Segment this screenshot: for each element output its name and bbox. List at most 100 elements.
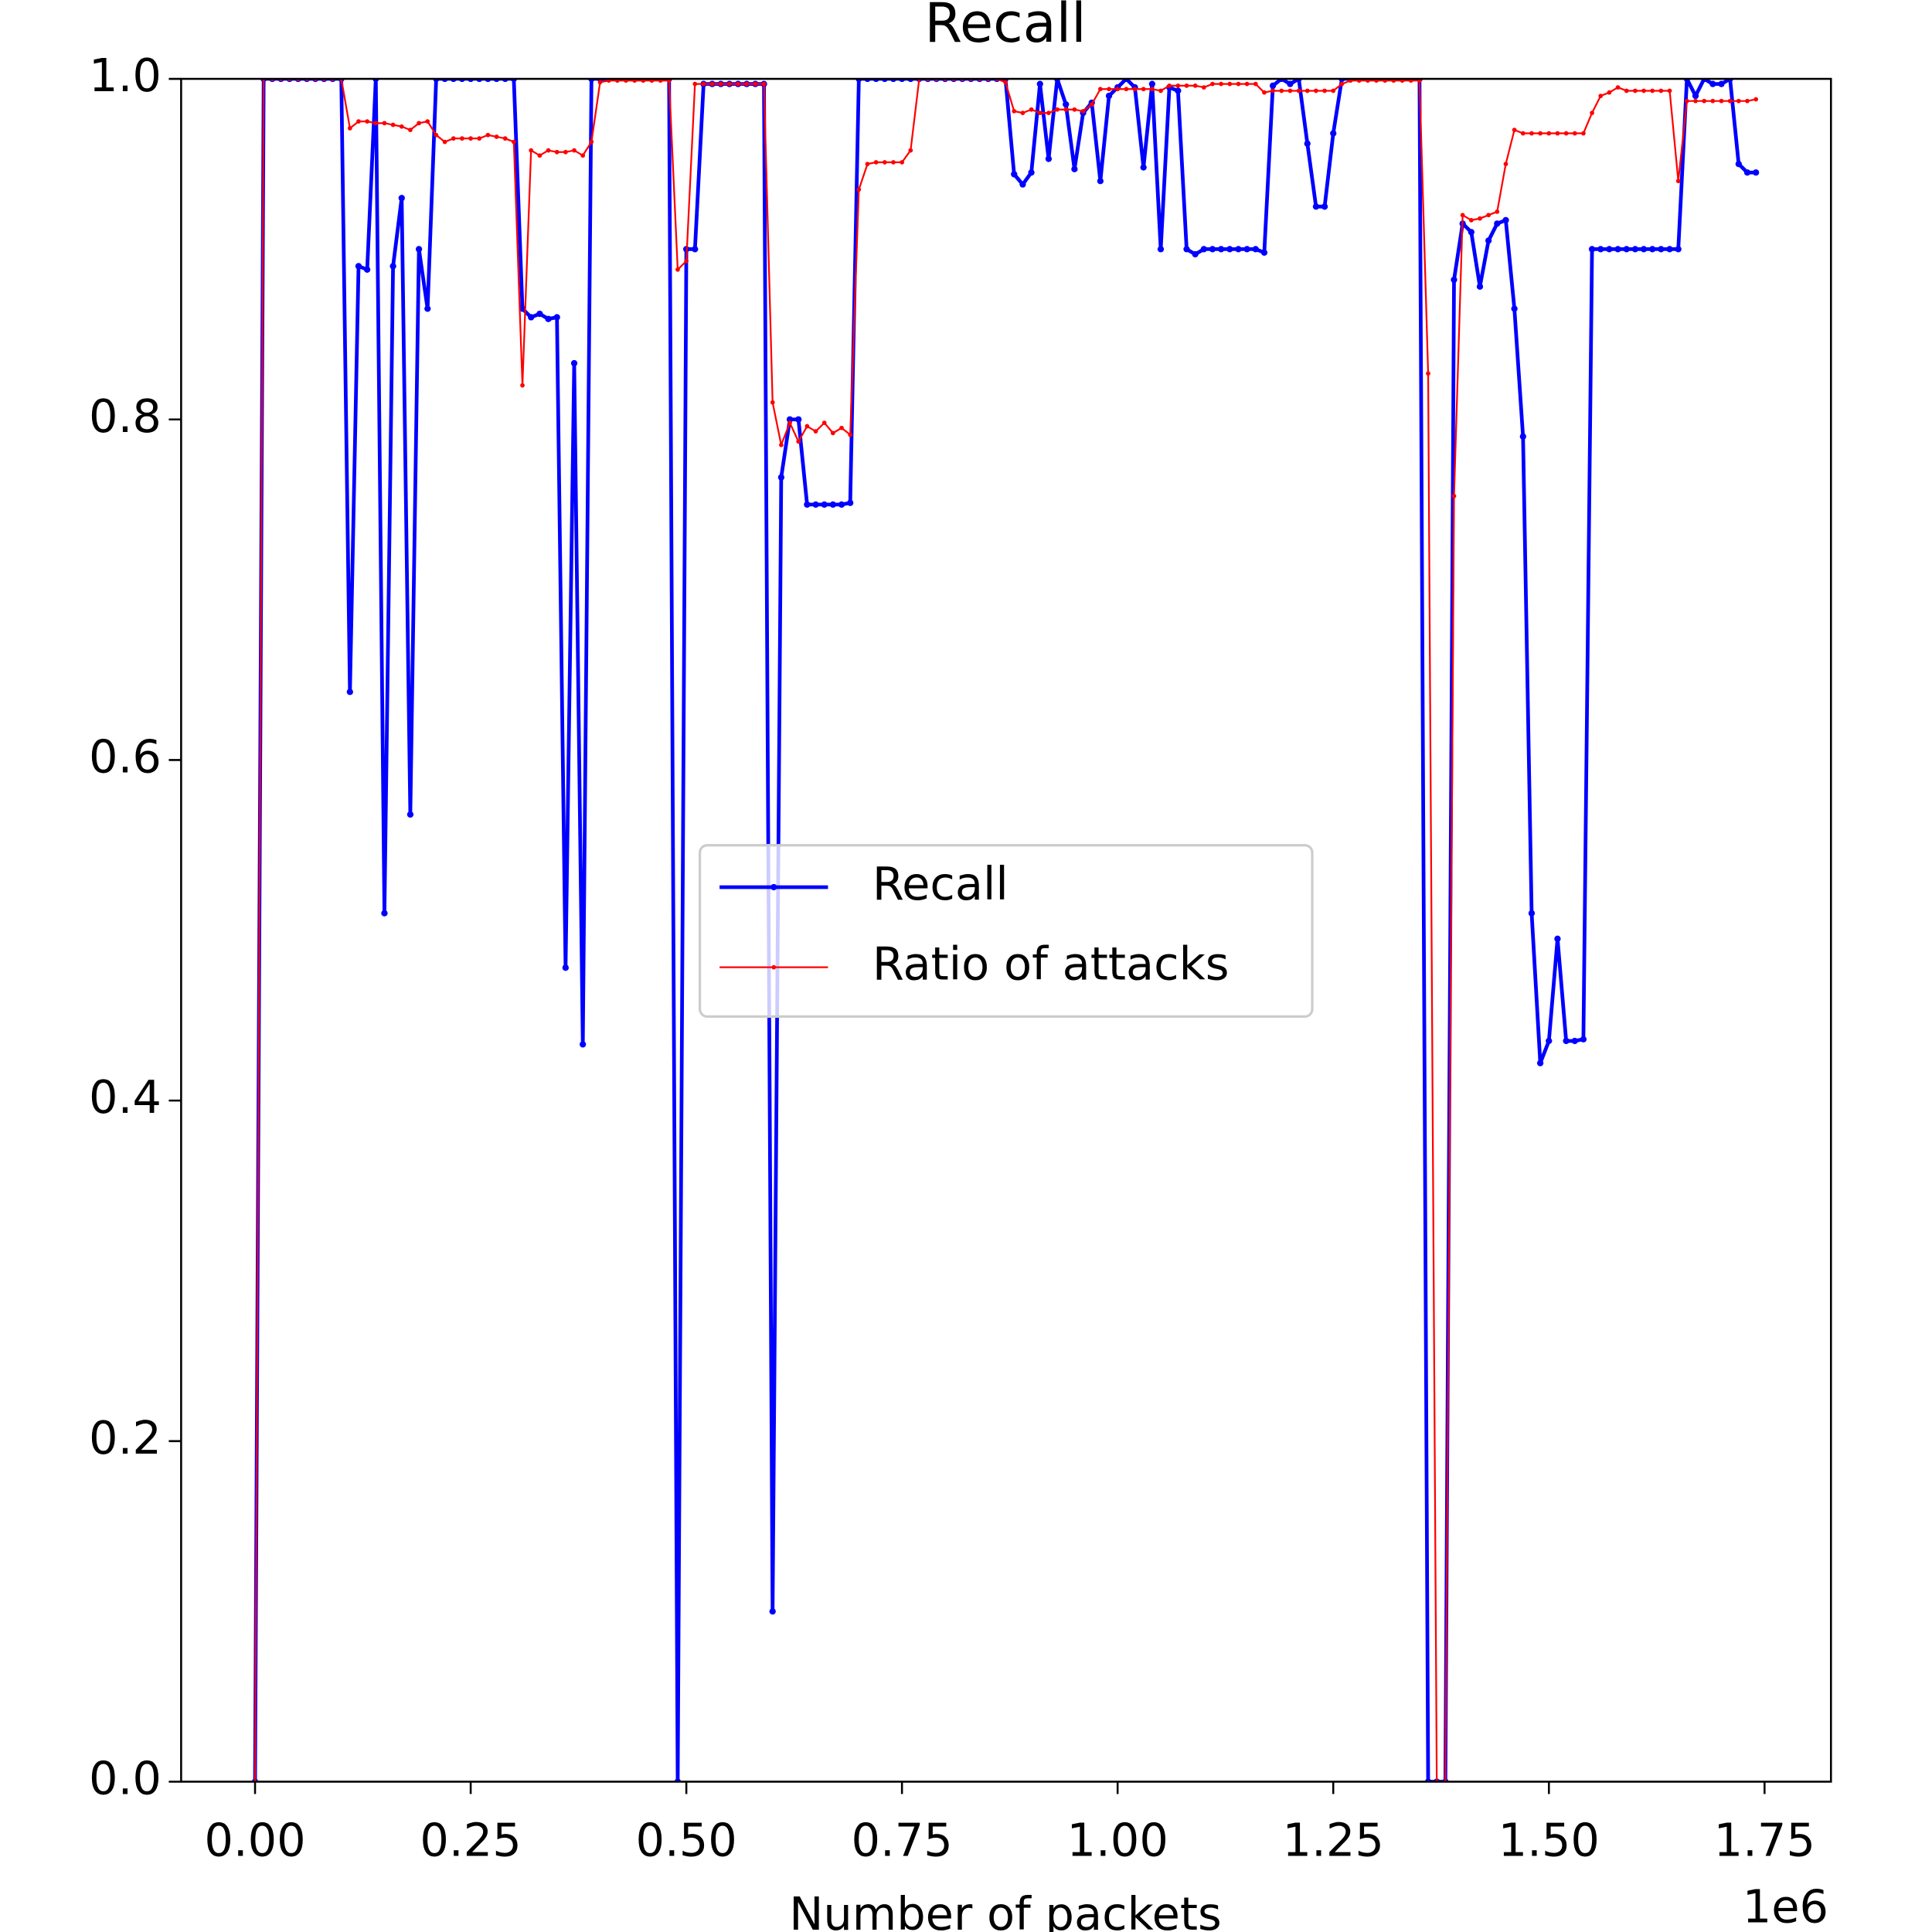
data-point (365, 119, 370, 124)
data-point (346, 689, 353, 696)
data-point (1037, 111, 1043, 115)
data-point (1468, 218, 1474, 223)
data-point (347, 126, 352, 131)
data-point (1719, 98, 1724, 104)
data-point (1183, 246, 1190, 253)
data-point (529, 148, 534, 153)
data-point (1141, 87, 1146, 92)
data-point (908, 148, 913, 153)
data-point (519, 305, 526, 312)
data-point (1063, 107, 1069, 112)
data-point (390, 122, 396, 128)
y-tick-label: 0.6 (89, 730, 162, 784)
data-point (572, 148, 577, 153)
data-point (847, 499, 854, 506)
data-point (1219, 81, 1224, 87)
data-point (1019, 181, 1026, 188)
data-point (1244, 81, 1250, 87)
data-point (1607, 90, 1612, 95)
data-point (821, 501, 828, 509)
data-point (1036, 80, 1043, 87)
data-point (1451, 276, 1458, 284)
data-point (1071, 165, 1078, 172)
data-point (1753, 97, 1759, 102)
data-point (1426, 371, 1430, 376)
data-point (1132, 87, 1138, 92)
data-point (1512, 128, 1517, 133)
data-point (829, 501, 837, 509)
data-point (1571, 1037, 1578, 1045)
data-point (1581, 131, 1586, 136)
data-point (1028, 169, 1035, 176)
data-point (1148, 80, 1155, 87)
data-point (363, 266, 371, 273)
data-point (812, 501, 819, 509)
data-point (813, 429, 818, 434)
data-point (1684, 98, 1689, 104)
data-point (727, 81, 732, 87)
data-point (546, 148, 551, 153)
data-point (1003, 80, 1008, 85)
data-point (408, 128, 413, 133)
data-point (1623, 246, 1630, 253)
data-point (1269, 82, 1277, 89)
data-point (563, 149, 568, 155)
data-point (1217, 246, 1225, 253)
y-tick-label: 1.0 (89, 49, 162, 102)
data-point (1702, 98, 1707, 104)
data-point (1045, 155, 1053, 162)
data-point (1321, 203, 1328, 210)
data-point (1588, 246, 1596, 253)
data-point (1140, 164, 1147, 171)
data-point (1624, 88, 1629, 94)
data-point (1200, 246, 1207, 253)
data-point (769, 1607, 776, 1615)
data-point (1312, 203, 1320, 210)
data-point (701, 81, 706, 87)
data-point (1115, 87, 1121, 92)
data-point (570, 359, 578, 367)
data-point (1339, 81, 1345, 87)
data-point (1468, 229, 1475, 236)
data-point (1614, 246, 1621, 253)
x-tick-label: 0.25 (420, 1813, 521, 1866)
data-point (425, 119, 430, 124)
data-point (1546, 131, 1552, 136)
data-point (434, 132, 439, 138)
data-point (1460, 213, 1465, 218)
data-point (1753, 169, 1760, 176)
data-point (1710, 98, 1716, 104)
data-point (1105, 92, 1113, 100)
data-point (1502, 216, 1509, 224)
data-point (830, 430, 835, 436)
data-point (381, 910, 388, 917)
data-point (1606, 246, 1613, 253)
data-point (1279, 88, 1284, 94)
data-point (389, 263, 396, 270)
data-point (1055, 107, 1060, 112)
data-point (1709, 80, 1716, 87)
data-point (770, 400, 775, 405)
data-point (1287, 80, 1294, 87)
data-point (1658, 88, 1664, 94)
data-point (1097, 178, 1104, 185)
legend-label: Recall (872, 857, 1009, 910)
data-point (1236, 81, 1241, 87)
data-point (424, 305, 431, 312)
data-point (1192, 250, 1199, 258)
data-point (856, 187, 862, 192)
data-point (562, 964, 569, 971)
data-point (1631, 246, 1639, 253)
data-point (1011, 171, 1018, 178)
data-point (873, 160, 879, 165)
data-point (848, 432, 853, 437)
data-point (1536, 1060, 1544, 1066)
data-point (545, 315, 552, 322)
x-tick-label: 1.50 (1498, 1813, 1600, 1866)
data-point (553, 314, 560, 321)
data-point (1209, 246, 1216, 253)
legend: Recall Ratio of attacks (699, 844, 1314, 1018)
data-point (1089, 102, 1094, 107)
chart-title: Recall (924, 0, 1086, 55)
